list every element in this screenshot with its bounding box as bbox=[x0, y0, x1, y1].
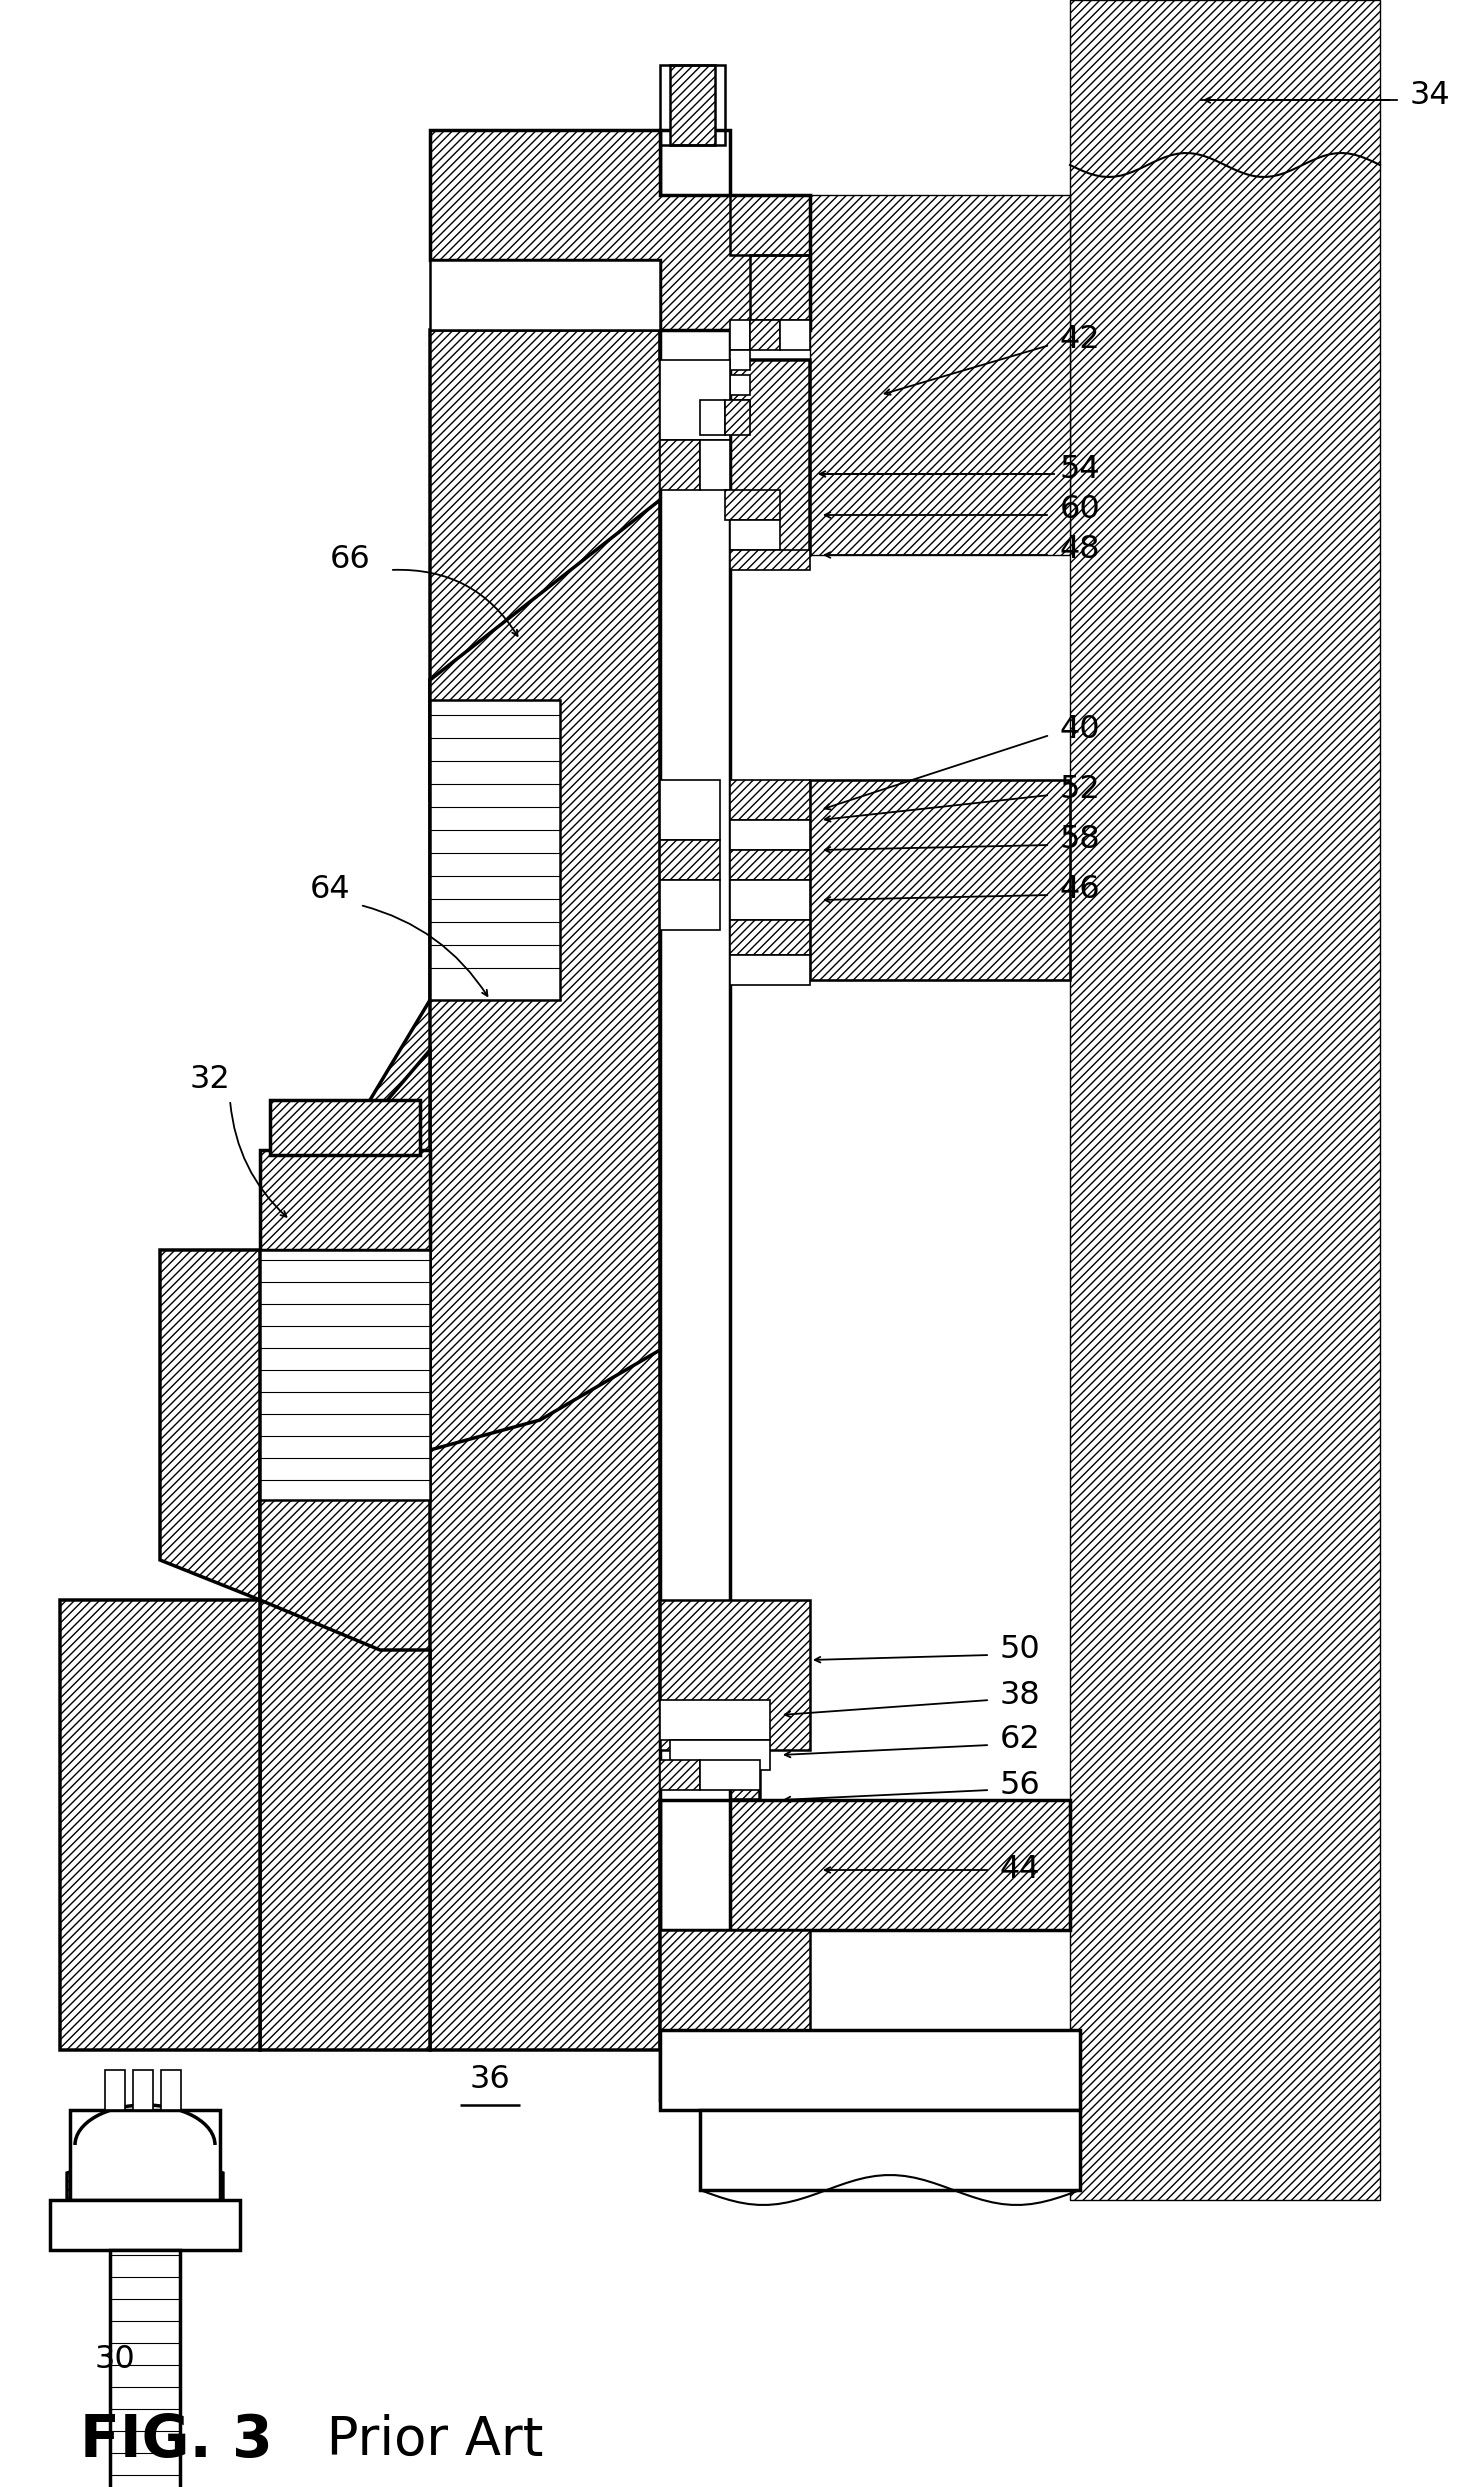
Text: Prior Art: Prior Art bbox=[310, 2415, 543, 2467]
Bar bbox=[730, 321, 750, 351]
Text: 60: 60 bbox=[1061, 495, 1100, 525]
Bar bbox=[730, 955, 811, 985]
Bar bbox=[660, 440, 700, 490]
Bar bbox=[160, 2069, 181, 2109]
Bar bbox=[660, 1701, 769, 1741]
Bar bbox=[700, 1761, 761, 1791]
Text: 34: 34 bbox=[1411, 80, 1450, 109]
Text: 64: 64 bbox=[310, 875, 350, 905]
Bar bbox=[660, 1801, 1069, 1930]
Bar bbox=[700, 400, 725, 435]
Bar bbox=[730, 194, 811, 256]
Polygon shape bbox=[60, 1050, 430, 2049]
Bar bbox=[750, 256, 811, 321]
Bar bbox=[730, 376, 750, 395]
Bar bbox=[660, 361, 730, 440]
Text: 30: 30 bbox=[96, 2345, 135, 2375]
Bar bbox=[725, 490, 780, 520]
Bar bbox=[730, 920, 811, 955]
Bar bbox=[730, 550, 811, 570]
Text: 44: 44 bbox=[1000, 1855, 1040, 1885]
Bar bbox=[660, 1930, 811, 2029]
Text: 46: 46 bbox=[1061, 875, 1100, 905]
Bar bbox=[660, 781, 719, 841]
Bar bbox=[730, 400, 750, 420]
Bar bbox=[1069, 0, 1380, 2201]
Text: 36: 36 bbox=[469, 2064, 510, 2097]
Bar bbox=[730, 194, 811, 256]
Text: 38: 38 bbox=[1000, 1679, 1041, 1711]
Bar bbox=[669, 1741, 769, 1771]
Polygon shape bbox=[430, 129, 811, 331]
Bar bbox=[260, 1251, 430, 1500]
Text: 42: 42 bbox=[1061, 323, 1100, 356]
Polygon shape bbox=[380, 331, 811, 2049]
Text: 52: 52 bbox=[1061, 773, 1100, 806]
Bar bbox=[700, 440, 730, 490]
Bar bbox=[750, 256, 811, 321]
Bar bbox=[660, 1761, 700, 1791]
Bar bbox=[811, 194, 1069, 555]
Text: 58: 58 bbox=[1061, 826, 1100, 856]
Text: 32: 32 bbox=[190, 1064, 231, 1094]
Bar bbox=[730, 351, 750, 371]
Text: 66: 66 bbox=[330, 545, 371, 574]
Bar bbox=[271, 1099, 421, 1154]
Bar bbox=[660, 1801, 1069, 1930]
Text: FIG. 3: FIG. 3 bbox=[79, 2412, 272, 2470]
Bar bbox=[660, 129, 730, 2099]
Bar bbox=[50, 2201, 240, 2251]
Bar bbox=[260, 1149, 430, 1251]
Bar bbox=[660, 841, 719, 880]
Bar bbox=[660, 65, 725, 144]
Bar bbox=[660, 2029, 1080, 2109]
Bar bbox=[430, 261, 660, 331]
Bar bbox=[730, 851, 811, 880]
Bar bbox=[660, 1599, 811, 1751]
Bar bbox=[730, 781, 811, 821]
Bar bbox=[750, 321, 780, 351]
Bar bbox=[780, 321, 811, 351]
Bar bbox=[700, 2109, 1080, 2191]
Bar bbox=[811, 781, 1069, 980]
Text: 48: 48 bbox=[1061, 535, 1100, 565]
Bar bbox=[660, 880, 719, 930]
Text: 50: 50 bbox=[1000, 1634, 1041, 1666]
Bar bbox=[430, 699, 560, 1000]
Polygon shape bbox=[430, 500, 660, 1450]
Bar bbox=[104, 2069, 125, 2109]
Text: 56: 56 bbox=[1000, 1768, 1041, 1801]
Bar bbox=[71, 2109, 221, 2201]
Text: 40: 40 bbox=[1061, 714, 1100, 746]
Bar bbox=[725, 400, 750, 435]
Bar bbox=[669, 65, 715, 144]
Text: 54: 54 bbox=[1061, 455, 1100, 485]
Polygon shape bbox=[160, 679, 660, 2049]
Bar bbox=[730, 880, 811, 920]
Polygon shape bbox=[68, 2146, 224, 2253]
Bar bbox=[811, 781, 1069, 980]
Bar bbox=[132, 2069, 153, 2109]
Bar bbox=[730, 821, 811, 851]
Bar bbox=[730, 520, 780, 550]
Text: 62: 62 bbox=[1000, 1723, 1041, 1756]
Bar bbox=[110, 2251, 179, 2487]
